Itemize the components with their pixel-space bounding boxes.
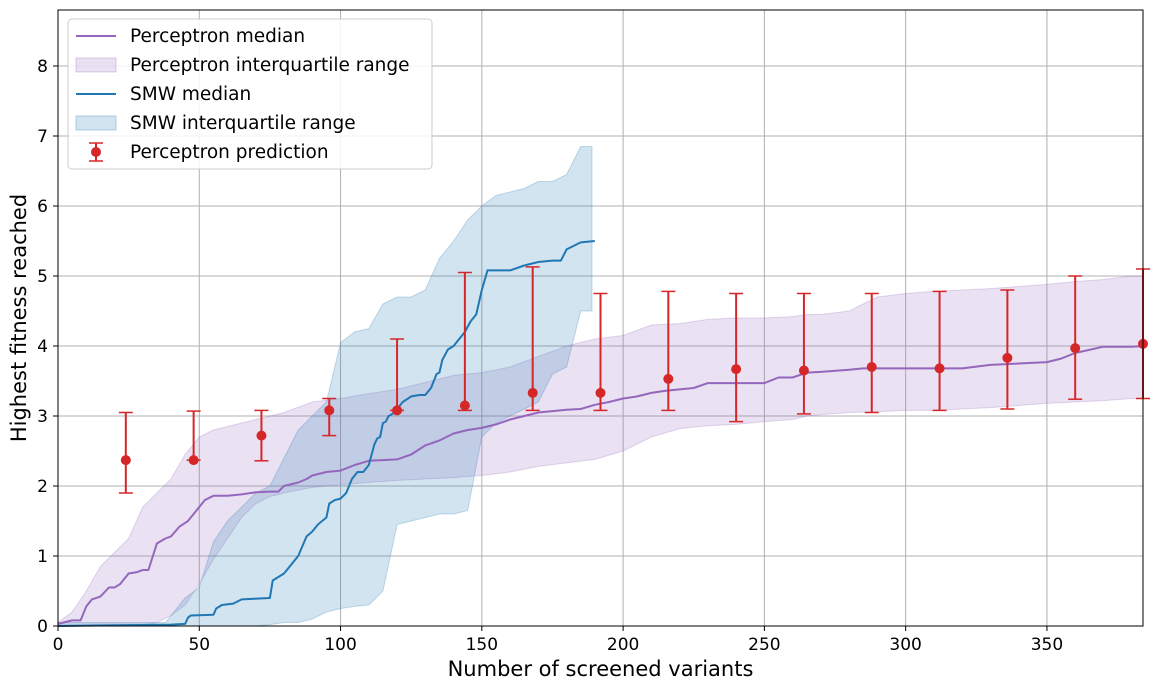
x-tick-label: 250: [748, 635, 780, 655]
error-bar-point: [864, 292, 879, 414]
y-tick-label: 4: [37, 337, 48, 357]
prediction-point: [1002, 352, 1013, 363]
error-bars: [118, 266, 1150, 494]
legend-band-swatch: [75, 57, 117, 73]
x-tick-label: 350: [1031, 635, 1063, 655]
prediction-point: [120, 455, 131, 466]
x-tick-label: 200: [607, 635, 639, 655]
error-bar-point: [593, 292, 608, 412]
lines: [57, 240, 1144, 627]
prediction-point: [527, 387, 538, 398]
error-bar-point: [457, 271, 472, 412]
legend-label: Perceptron prediction: [130, 142, 329, 163]
x-ticks: 0 50 100 150 200 250 300 350: [53, 626, 1063, 655]
error-bar-point: [661, 290, 676, 412]
x-tick-label: 100: [324, 635, 356, 655]
legend-errorbar-marker: [91, 147, 101, 157]
legend-box: [67, 18, 433, 170]
legend-label: SMW interquartile range: [130, 113, 356, 134]
error-bar-point: [796, 292, 811, 415]
error-bar-point: [254, 409, 269, 462]
y-tick-label: 2: [37, 477, 48, 497]
error-bar-point: [1068, 275, 1083, 400]
prediction-point: [595, 387, 606, 398]
y-ticks: 0 1 2 3 4 5 6 7 8: [37, 57, 58, 637]
legend-label: Perceptron interquartile range: [130, 55, 410, 76]
prediction-point: [392, 405, 403, 416]
y-tick-label: 5: [37, 267, 48, 287]
prediction-point: [459, 400, 470, 411]
y-tick-label: 0: [37, 617, 48, 637]
prediction-point: [1070, 343, 1081, 354]
prediction-point: [324, 405, 335, 416]
legend-entry: Perceptron median: [76, 26, 305, 47]
legend-entry: SMW interquartile range: [75, 113, 356, 134]
series-line-2: [57, 240, 595, 627]
error-bar-point: [118, 411, 133, 494]
x-axis-label: Number of screened variants: [448, 657, 754, 681]
error-bar-point: [525, 266, 540, 412]
y-tick-label: 1: [37, 547, 48, 567]
series-line-0: [57, 345, 1144, 625]
prediction-point: [798, 365, 809, 376]
legend-entry: SMW median: [76, 84, 251, 105]
legend-label: SMW median: [130, 84, 251, 105]
error-bar-point: [932, 290, 947, 412]
plot-frame: [57, 9, 1144, 627]
prediction-point: [731, 364, 742, 375]
prediction-point: [256, 430, 267, 441]
legend-band-swatch: [75, 115, 117, 131]
error-bar-point: [1000, 289, 1015, 410]
prediction-point: [663, 373, 674, 384]
y-tick-label: 3: [37, 407, 48, 427]
x-tick-label: 0: [53, 635, 64, 655]
error-bar-point: [186, 410, 201, 466]
legend-label: Perceptron median: [130, 26, 305, 47]
prediction-point: [866, 362, 877, 372]
legend: Perceptron median Perceptron interquartil…: [67, 18, 433, 170]
prediction-point: [188, 455, 199, 466]
error-bar-point: [390, 338, 405, 416]
error-bar-point: [322, 397, 337, 437]
x-tick-label: 50: [188, 635, 210, 655]
error-bar-point: [729, 292, 744, 423]
x-tick-label: 300: [889, 635, 921, 655]
y-tick-label: 8: [37, 57, 48, 77]
y-axis-label: Highest fitness reached: [7, 194, 31, 442]
x-tick-label: 150: [466, 635, 498, 655]
prediction-point: [934, 363, 945, 374]
legend-entry: Perceptron interquartile range: [75, 55, 410, 76]
y-tick-label: 7: [37, 127, 48, 147]
legend-entry: Perceptron prediction: [89, 142, 329, 163]
y-tick-label: 6: [37, 197, 48, 217]
band-3: [57, 146, 593, 627]
